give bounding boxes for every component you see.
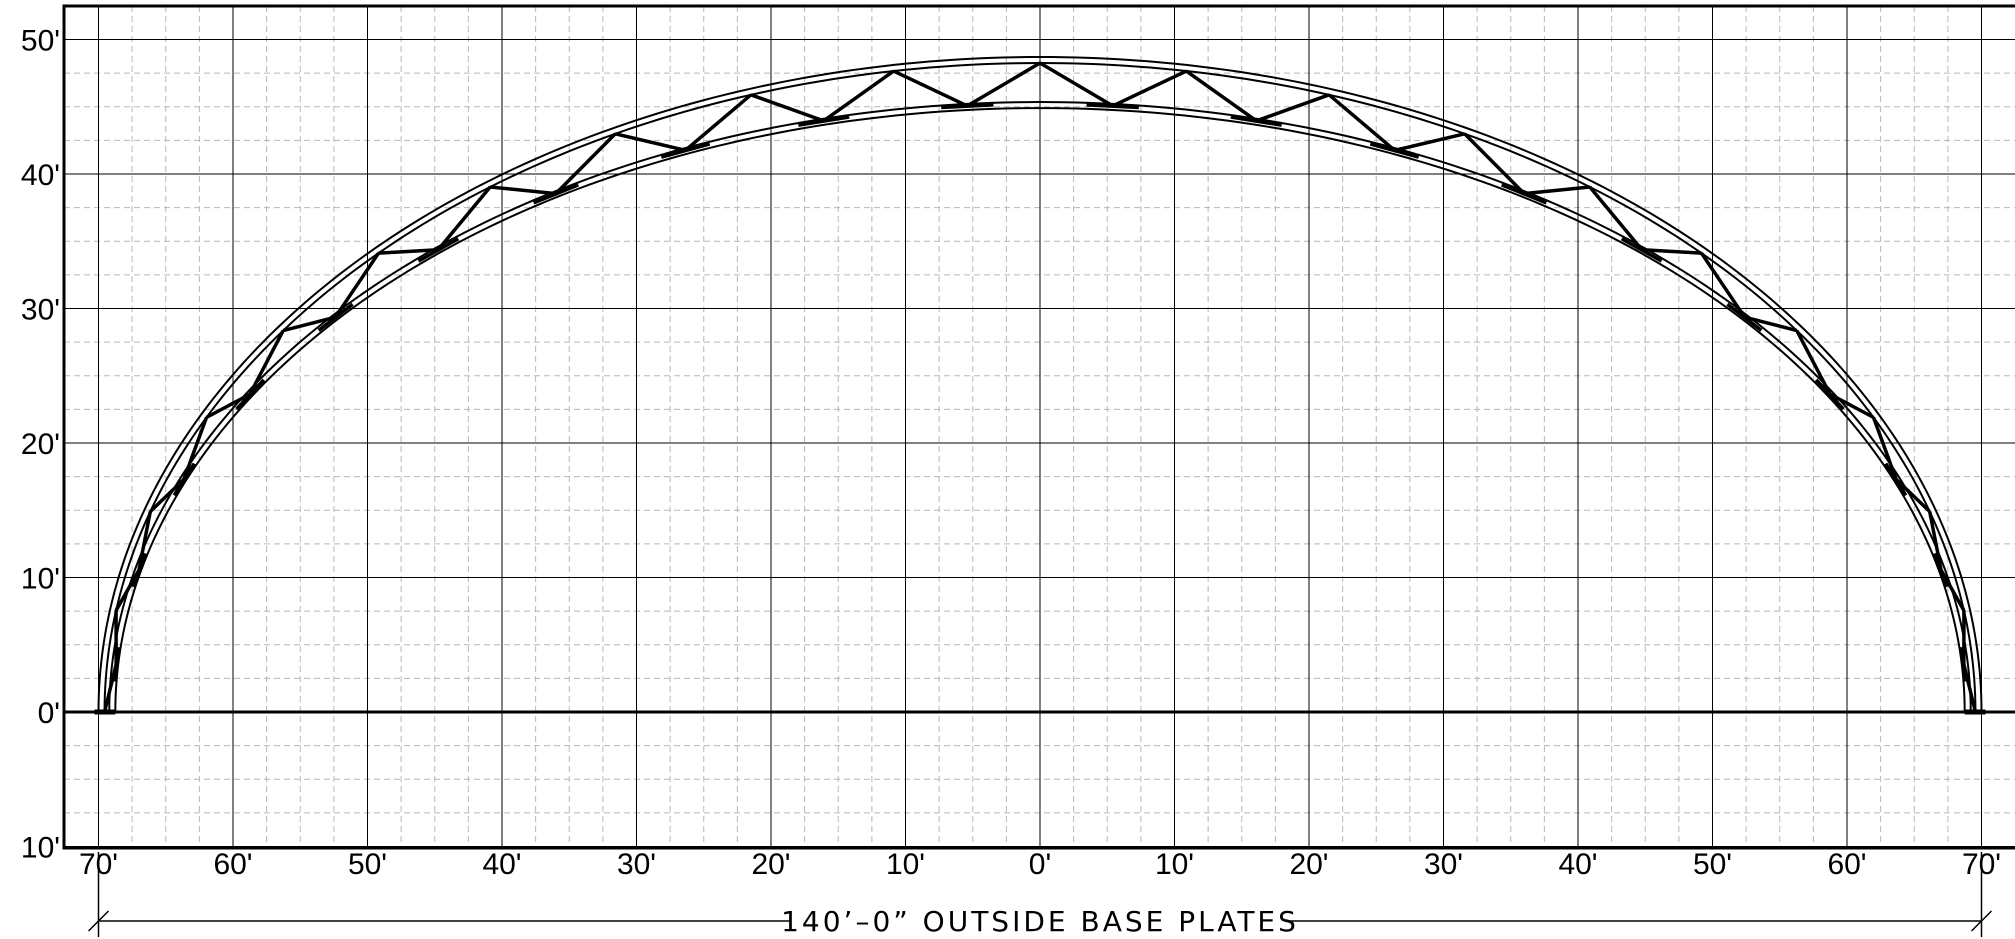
web-bottom-segment [798,115,850,127]
dimension-label: 140’–0” OUTSIDE BASE PLATES [781,905,1299,938]
outer-top-chord [97,55,1983,713]
inner-bottom-chord [114,107,1966,713]
y-axis-label: 20' [21,428,60,461]
y-axis-label: 30' [21,294,60,327]
web-bottom-segment [660,142,711,159]
web-bottom-segment [1501,183,1547,205]
x-axis-label: 50' [348,848,387,881]
web-bottom-segment [1369,142,1420,159]
web-bottom-segment [172,462,196,497]
x-axis-label: 30' [617,848,656,881]
x-axis-label: 40' [482,848,521,881]
web-member [489,132,617,196]
x-axis-labels: 70' 60' 50' 40' 30' 20' 10' 0' 10' 20' 30' 40' 50' 60… [79,848,2001,881]
x-axis-label: 30' [1424,848,1463,881]
web-bottom-segment [317,302,354,332]
web-member [1871,416,1931,513]
web-bottom-segment [112,646,121,682]
span-dimension: 140’–0” OUTSIDE BASE PLATES [87,852,1993,938]
web-member [149,416,209,513]
y-axis-label: 40' [21,159,60,192]
x-axis-label: 20' [751,848,790,881]
dimension-tick-left [87,910,110,932]
web-bottom-segment [941,103,994,110]
x-axis-label: 10' [1155,848,1194,881]
x-axis-label: 60' [1827,848,1866,881]
plot-frame [62,4,2015,850]
web-bottom-segment [417,237,460,263]
x-axis-label: 50' [1693,848,1732,881]
x-axis-label: 10' [886,848,925,881]
web-bottom-segment [1884,462,1908,497]
web-bottom-segment [235,378,266,411]
y-axis-label: 10' [21,563,60,596]
inner-top-chord [108,101,1972,713]
web-bottom-segment [1086,103,1139,110]
web-bottom-segment [1620,237,1663,263]
major-grid [64,6,2015,848]
arch-truss [94,55,1986,715]
web-bottom-segment [1814,378,1845,411]
web-bottom-segment [1230,115,1282,127]
x-axis-label: 0' [1029,848,1051,881]
y-axis-label: 50' [21,25,60,58]
web-bottom-segment [1932,552,1949,588]
y-axis-label: 0' [38,697,60,730]
x-axis-label: 20' [1289,848,1328,881]
y-axis-label: 10' [21,832,60,865]
web-bottom-segment [1959,646,1968,682]
web-bottom-segment [1726,302,1763,332]
x-axis-label: 60' [213,848,252,881]
web-member [1463,132,1591,196]
y-axis-labels: 50' 40' 30' 20' 10' 0' 10' [21,25,60,865]
x-axis-label: 40' [1558,848,1597,881]
dimension-tick-right [1970,910,1993,932]
web-bottom-segment [533,183,579,205]
web-bottom-segment [131,552,148,588]
